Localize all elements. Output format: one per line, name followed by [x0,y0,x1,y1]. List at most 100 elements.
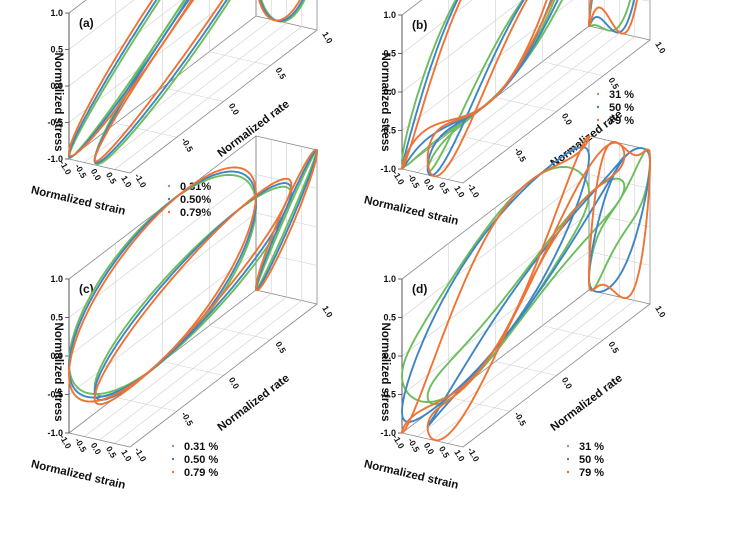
series-1-3d-loop [426,0,564,173]
z-tick-label: 0.5 [383,49,396,59]
floor-gridline [162,87,224,102]
z-tick-label: 0.5 [50,45,63,55]
strain-tick-label: 0.5 [437,444,452,459]
legend-entry: 50 % [579,454,604,466]
rate-tick-label: -1.0 [466,446,482,464]
floor-gridline [209,51,271,67]
series-3-stress-strain-loop [258,0,301,22]
z-tick-label: 1.0 [383,274,396,284]
z-tick-label: 0.0 [50,351,63,361]
series-1-3d-loop [93,185,293,398]
rate-tick-label: 1.0 [320,30,335,45]
strain-tick-label: -1.0 [58,433,74,451]
series-2-3d-loop [93,0,228,164]
legend-entry: 79 % [579,467,604,479]
floor-gridline [114,300,302,444]
strain-tick-label: 1.0 [452,448,467,463]
floor-gridline [542,325,604,341]
legend-entry: 0.31 % [184,441,218,453]
rate-tick-label: -1.0 [133,172,149,190]
series-3-stress-strain-loop [255,148,318,292]
legend-entry: 0.50% [180,194,211,206]
strain-tick-label: 1.0 [119,174,134,189]
stress-axis-label: Normalized stress [52,322,64,421]
floor-gridline [209,325,271,341]
rate-tick-label: 0.5 [607,340,622,355]
strain-tick-label: 0.5 [104,170,119,185]
panel-4: 1.00.50.0-0.5-1.0-1.0 -0.5 0.0 0.5 1.01.00.5… [363,135,668,492]
series-3-stress-rate-loop [68,166,257,403]
z-tick-label: 1.0 [383,10,396,20]
rate-tick-label: -0.5 [512,146,528,164]
series-3-3d-loop [426,141,626,442]
floor-gridline [495,361,557,376]
z-tick-label: -0.5 [380,390,396,400]
legend-entry: 31 % [579,441,604,453]
rate-tick-label: 0.5 [274,340,289,355]
series-3-stress-rate-loop [401,0,548,170]
legend-entry: 0.79 % [184,467,218,479]
series-3-stress-strain-loop [588,140,651,300]
rate-axis-line [129,303,318,448]
legend-entry: 31 % [609,89,634,101]
floor-gridline [447,300,635,444]
strain-tick-label: 0.5 [437,180,452,195]
strain-tick-label: -0.5 [406,436,422,454]
z-gridline [401,174,651,318]
floor-gridline [162,361,224,376]
rate-tick-label: 0.0 [227,101,242,116]
series-2-stress-strain-loop [259,0,304,22]
z-gridline [401,0,473,54]
series-2-3d-loop [93,182,293,401]
z-tick-label: -0.5 [47,390,63,400]
series-3-3d-loop [93,0,224,163]
legend-entry: 0.79% [180,207,211,219]
strain-tick-label: 0.5 [104,444,119,459]
z-tick-label: -0.5 [47,118,63,128]
z-gridline [68,0,230,123]
rate-tick-label: -0.5 [179,410,195,428]
series-1-stress-strain-loop [588,0,632,32]
strain-axis-label: Normalized strain [363,194,460,227]
strain-tick-label: -1.0 [391,169,407,187]
rate-tick-label: 0.0 [560,111,575,126]
rate-tick-label: -0.5 [179,136,195,154]
rate-tick-label: -0.5 [512,410,528,428]
rate-axis-label: Normalized rate [549,372,625,434]
rate-tick-label: -1.0 [466,182,482,200]
z-tick-label: 0.0 [383,351,396,361]
rate-tick-label: 0.0 [227,375,242,390]
z-tick-label: -1.0 [47,428,63,438]
floor-gridline [447,36,635,180]
series-1-3d-loop [93,0,231,165]
floor-gridline [114,26,302,170]
rate-axis-line [129,29,318,174]
rate-tick-label: 1.0 [653,304,668,319]
stress-axis-label: Normalized stress [379,52,391,151]
z-tick-label: 0.0 [50,81,63,91]
z-tick-label: 1.0 [50,8,63,18]
strain-tick-label: -1.0 [58,159,74,177]
series-3-stress-rate-loop [68,0,193,157]
strain-tick-label: 0.0 [89,167,104,182]
panel-label: (a) [79,16,94,30]
series-1-stress-strain-loop [255,149,318,291]
rate-tick-label: 0.0 [560,375,575,390]
z-tick-label: -0.5 [380,126,396,136]
z-tick-label: -1.0 [380,428,396,438]
strain-axis-line [68,432,131,448]
rate-axis-label: Normalized rate [216,98,292,160]
panel-1: 1.00.50.0-0.5-1.0-1.0 -0.5 0.0 0.5 1.01.00.5… [30,0,335,219]
rate-tick-label: -1.0 [133,446,149,464]
series-1-stress-rate-loop [401,0,556,168]
z-tick-label: -1.0 [47,154,63,164]
rate-tick-label: 1.0 [320,304,335,319]
panel-label: (b) [412,18,427,32]
rate-tick-label: 1.0 [653,40,668,55]
z-tick-label: 0.5 [50,313,63,323]
series-3-stress-strain-loop [588,0,638,35]
series-1-stress-strain-loop [260,0,306,23]
strain-tick-label: -0.5 [73,162,89,180]
strain-axis-line [68,158,131,174]
z-gridline [68,0,135,50]
